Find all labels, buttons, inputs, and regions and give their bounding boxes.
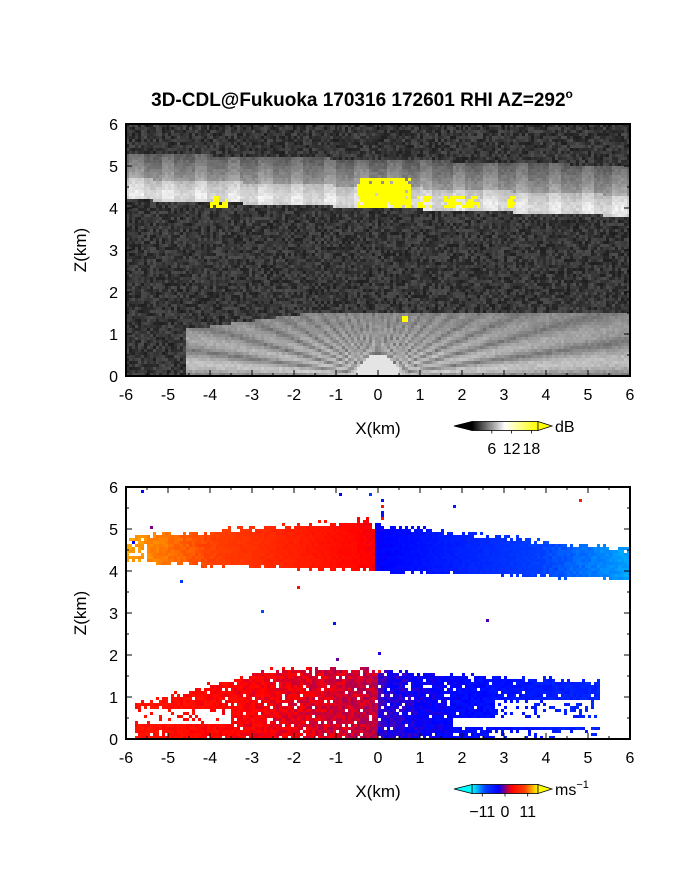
x-tick-label: -1 bbox=[329, 387, 343, 404]
y-tick-label: 1 bbox=[109, 690, 118, 707]
colorbar-tick-label: 0 bbox=[501, 804, 510, 821]
colorbar-high-arrow bbox=[537, 783, 554, 795]
colorbar-unit-label: dB bbox=[555, 419, 575, 436]
x-tick-label: 2 bbox=[458, 750, 467, 767]
colorbar bbox=[471, 421, 539, 431]
x-axis-label: X(km) bbox=[355, 782, 400, 801]
y-tick-label: 4 bbox=[109, 564, 118, 581]
y-axis-label: Z(km) bbox=[71, 228, 90, 272]
x-axis-label: X(km) bbox=[355, 419, 400, 438]
y-tick-label: 6 bbox=[109, 480, 118, 497]
x-tick-label: 6 bbox=[626, 750, 635, 767]
x-tick-label: -2 bbox=[287, 387, 301, 404]
colorbar-low-arrow bbox=[453, 420, 473, 432]
x-tick-label: -5 bbox=[161, 750, 175, 767]
panel-velocity: -6 -5 -4 -3 -2 -1 0 1 2 3 4 5 6 0 1 2 3 4 5 6 X(km) Z(km) −11 0… bbox=[71, 480, 635, 821]
x-tick-label: 4 bbox=[542, 387, 551, 404]
colorbar-tick-label: 6 bbox=[487, 441, 496, 458]
x-tick-label: -4 bbox=[203, 750, 217, 767]
x-tick-label: -1 bbox=[329, 750, 343, 767]
y-tick-label: 5 bbox=[109, 522, 118, 539]
x-tick-label: 3 bbox=[500, 387, 509, 404]
colorbar-tick-label: 18 bbox=[523, 441, 541, 458]
y-tick-label: 3 bbox=[109, 243, 118, 260]
x-tick-label: 1 bbox=[416, 750, 425, 767]
heatmap-field bbox=[126, 487, 630, 739]
x-tick-label: -2 bbox=[287, 750, 301, 767]
colorbar-tick-label: 11 bbox=[519, 804, 536, 821]
x-tick-label: 1 bbox=[416, 387, 425, 404]
y-tick-label: 2 bbox=[109, 285, 118, 302]
colorbar-high-arrow bbox=[537, 420, 554, 432]
x-tick-label: -3 bbox=[245, 387, 259, 404]
x-tick-label: 5 bbox=[584, 387, 593, 404]
colorbar-tick-label: 12 bbox=[503, 441, 521, 458]
y-tick-label: 1 bbox=[109, 327, 118, 344]
x-tick-label: -6 bbox=[119, 750, 133, 767]
y-tick-label: 6 bbox=[109, 117, 118, 134]
x-tick-label: 4 bbox=[542, 750, 551, 767]
x-tick-label: 2 bbox=[458, 387, 467, 404]
x-tick-label: 0 bbox=[374, 387, 383, 404]
y-tick-label: 3 bbox=[109, 606, 118, 623]
colorbar-low-arrow bbox=[453, 783, 473, 795]
figure-title: 3D-CDL@Fukuoka 170316 172601 RHI AZ=292o bbox=[151, 87, 573, 111]
y-tick-label: 2 bbox=[109, 648, 118, 665]
y-tick-label: 5 bbox=[109, 159, 118, 176]
x-tick-label: 5 bbox=[584, 750, 593, 767]
colorbar bbox=[471, 784, 539, 794]
title-text-main: 3D-CDL@Fukuoka 170316 172601 RHI AZ=292 bbox=[151, 90, 565, 111]
heatmap-field bbox=[126, 124, 630, 376]
x-tick-label: -3 bbox=[245, 750, 259, 767]
y-tick-label: 0 bbox=[109, 732, 118, 749]
y-tick-label: 0 bbox=[109, 369, 118, 386]
x-tick-label: 0 bbox=[374, 750, 383, 767]
x-tick-label: -5 bbox=[161, 387, 175, 404]
y-tick-label: 4 bbox=[109, 201, 118, 218]
colorbar-unit-label: ms−1 bbox=[555, 779, 589, 799]
title-degree: o bbox=[566, 87, 573, 101]
x-tick-label: 6 bbox=[626, 387, 635, 404]
y-axis-label: Z(km) bbox=[71, 591, 90, 635]
x-tick-label: -4 bbox=[203, 387, 217, 404]
x-tick-label: 3 bbox=[500, 750, 509, 767]
colorbar-tick-label: −11 bbox=[469, 804, 495, 821]
x-tick-label: -6 bbox=[119, 387, 133, 404]
